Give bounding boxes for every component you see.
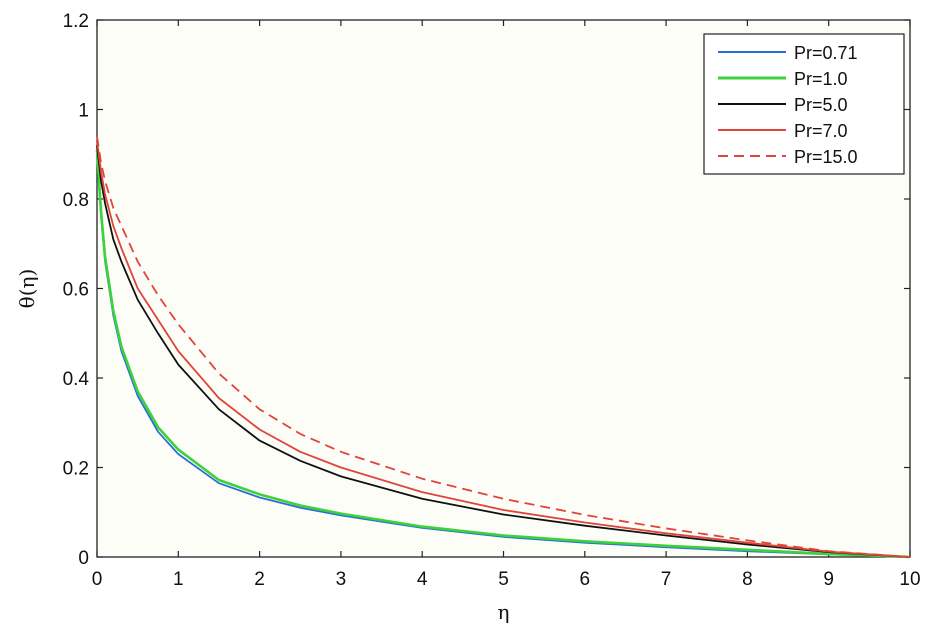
series-line-2 xyxy=(96,145,911,558)
y-tick-label: 0 xyxy=(78,548,89,569)
x-tick-label: 3 xyxy=(336,569,347,590)
x-tick-label: 10 xyxy=(899,569,920,590)
x-tick-label: 0 xyxy=(92,569,103,590)
y-axis-label: θ(η) xyxy=(15,269,39,309)
y-tick-label: 0.8 xyxy=(63,190,89,211)
legend-entry-label: Pr=7.0 xyxy=(794,121,848,141)
axis-ticks: 0 1 2 3 4 5 6 7 8 9 10 0 0.2 0.4 0.6 0.8 1 1.2 xyxy=(63,11,921,590)
y-tick-label: 1 xyxy=(78,101,89,122)
series-line-4 xyxy=(96,136,911,558)
legend-entry-label: Pr=0.71 xyxy=(794,43,858,63)
x-tick-label: 8 xyxy=(742,569,753,590)
series-lines xyxy=(95,136,911,559)
y-tick-label: 0.6 xyxy=(63,280,89,301)
x-tick-label: 5 xyxy=(498,569,509,590)
x-tick-label: 1 xyxy=(173,569,184,590)
legend-entry-label: Pr=1.0 xyxy=(794,69,848,89)
x-axis-label: η xyxy=(498,600,510,624)
series-line-3 xyxy=(96,140,911,558)
legend-entry-label: Pr=15.0 xyxy=(794,147,858,167)
legend-entry-label: Pr=5.0 xyxy=(794,95,848,115)
x-tick-label: 2 xyxy=(254,569,265,590)
x-tick-label: 6 xyxy=(580,569,591,590)
x-tick-label: 7 xyxy=(661,569,672,590)
x-tick-label: 4 xyxy=(417,569,428,590)
series-line-1 xyxy=(95,149,911,559)
x-tick-label: 9 xyxy=(823,569,834,590)
legend: Pr=0.71 Pr=1.0 Pr=5.0 Pr=7.0 Pr=15.0 xyxy=(703,33,905,175)
y-tick-label: 0.2 xyxy=(63,459,89,480)
y-tick-label: 0.4 xyxy=(63,369,90,390)
y-tick-label: 1.2 xyxy=(63,11,89,32)
